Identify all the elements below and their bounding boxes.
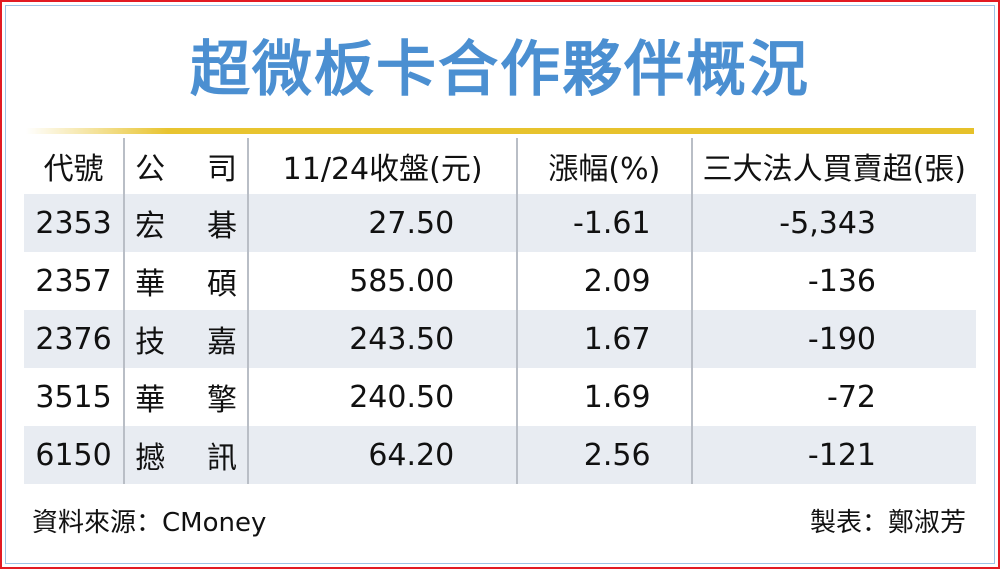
- cell-net: -190: [690, 310, 976, 368]
- cell-company: 華碩: [123, 252, 249, 310]
- frame-inner-border: [5, 5, 995, 564]
- cell-change: 1.67: [516, 310, 692, 368]
- cell-code: 3515: [35, 379, 112, 415]
- stock-table: 代號 公司 11/24收盤(元) 漲幅(%) 三大法人買賣超(張) 2353 宏碁…: [24, 138, 976, 484]
- cell-change: 2.56: [516, 426, 692, 484]
- source-note: 資料來源：CMoney: [32, 508, 267, 538]
- cell-company: 華擎: [123, 368, 249, 426]
- table-row: 6150 撼訊 64.20 2.56 -121: [24, 426, 976, 484]
- maker-note: 製表：鄭淑芳: [809, 508, 966, 538]
- cell-close: 240.50: [247, 368, 518, 426]
- cell-company: 宏碁: [123, 194, 249, 252]
- header-company: 公司: [123, 138, 249, 194]
- cell-net: -72: [690, 368, 976, 426]
- cell-code: 6150: [24, 426, 125, 484]
- cell-change: -1.61: [516, 194, 692, 252]
- page-title: 超微板卡合作夥伴概況: [190, 35, 810, 105]
- title-divider: [26, 128, 974, 134]
- cell-change: 2.09: [516, 252, 692, 310]
- cell-company: 撼訊: [123, 426, 249, 484]
- header-net: 三大法人買賣超(張): [690, 138, 976, 194]
- table-row: 2357 華碩 585.00 2.09 -136: [24, 252, 976, 310]
- cell-close: 243.50: [247, 310, 518, 368]
- cell-code: 2357: [35, 263, 112, 299]
- table-row: 2353 宏碁 27.50 -1.61 -5,343: [24, 194, 976, 252]
- cell-code: 2353: [24, 194, 125, 252]
- cell-close: 27.50: [247, 194, 518, 252]
- header-change: 漲幅(%): [516, 138, 692, 194]
- cell-net: -5,343: [690, 194, 976, 252]
- cell-close: 585.00: [247, 252, 518, 310]
- table-header-row: 代號 公司 11/24收盤(元) 漲幅(%) 三大法人買賣超(張): [24, 138, 976, 194]
- table-row: 2376 技嘉 243.50 1.67 -190: [24, 310, 976, 368]
- header-code: 代號: [43, 152, 104, 187]
- cell-change: 1.69: [516, 368, 692, 426]
- cell-company: 技嘉: [123, 310, 249, 368]
- cell-code: 2376: [24, 310, 125, 368]
- table-row: 3515 華擎 240.50 1.69 -72: [24, 368, 976, 426]
- header-close: 11/24收盤(元): [247, 138, 518, 194]
- cell-net: -121: [690, 426, 976, 484]
- cell-close: 64.20: [247, 426, 518, 484]
- cell-net: -136: [690, 252, 976, 310]
